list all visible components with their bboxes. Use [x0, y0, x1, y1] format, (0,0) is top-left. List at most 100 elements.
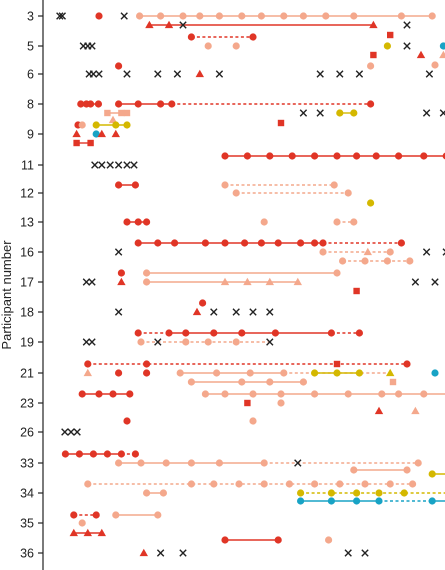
data-point [145, 20, 154, 29]
data-point [389, 378, 397, 386]
y-tick-label: 36 [20, 547, 34, 561]
data-point [173, 70, 182, 78]
data-point [350, 109, 358, 117]
data-point [103, 450, 111, 458]
data-point [344, 390, 352, 398]
data-point [370, 51, 377, 59]
data-point [333, 218, 341, 226]
data-point [411, 278, 420, 286]
data-point [221, 152, 229, 160]
data-point [442, 152, 445, 160]
data-point [115, 369, 123, 377]
y-tick-label: 26 [20, 426, 34, 440]
data-point [367, 62, 375, 70]
data-point [215, 12, 223, 20]
data-point [165, 329, 173, 337]
data-point [61, 450, 69, 458]
data-point [238, 329, 246, 337]
data-point [171, 239, 179, 247]
data-point [439, 42, 445, 50]
data-point [319, 239, 327, 247]
data-point [89, 450, 97, 458]
data-point [215, 459, 223, 467]
data-point [92, 511, 100, 519]
data-point [115, 181, 123, 189]
data-point [118, 109, 125, 117]
data-point [221, 390, 229, 398]
data-point [285, 480, 293, 488]
data-point [299, 12, 307, 20]
data-point [414, 459, 422, 467]
data-point [406, 257, 414, 265]
data-point [143, 269, 151, 277]
data-point [428, 497, 436, 505]
data-point [383, 257, 391, 265]
data-point [344, 189, 352, 197]
data-point [280, 12, 288, 20]
data-point [422, 109, 431, 117]
data-point [154, 511, 162, 519]
data-point [82, 338, 91, 346]
data-point [131, 450, 139, 458]
data-point [361, 257, 369, 265]
data-point [192, 307, 202, 316]
data-point [232, 42, 240, 50]
data-point [117, 269, 125, 277]
data-point [123, 218, 131, 226]
data-point [120, 12, 128, 20]
data-point [204, 338, 212, 346]
data-point [439, 50, 445, 59]
data-point [143, 369, 151, 377]
data-point [333, 269, 341, 277]
data-point [439, 109, 445, 117]
y-tick-label: 19 [20, 336, 34, 350]
data-point [249, 417, 257, 425]
data-point [179, 21, 187, 29]
data-point [336, 70, 344, 78]
data-point [299, 378, 307, 386]
data-point [70, 511, 78, 519]
data-point [293, 277, 302, 286]
data-point [322, 12, 330, 20]
data-point [179, 549, 187, 557]
data-point [257, 239, 265, 247]
y-tick-label: 23 [20, 397, 34, 411]
data-point [238, 378, 246, 386]
data-point [397, 12, 405, 20]
data-point [82, 278, 91, 286]
data-point [84, 480, 92, 488]
data-point [210, 480, 218, 488]
data-point [204, 42, 212, 50]
data-point [111, 129, 120, 138]
y-tick-label: 21 [20, 367, 34, 381]
data-point [266, 308, 274, 316]
data-point [400, 489, 408, 497]
data-point [361, 480, 369, 488]
data-point [316, 70, 324, 78]
data-point [143, 489, 151, 497]
data-point [67, 428, 75, 436]
data-point [249, 308, 257, 316]
data-point [353, 287, 360, 295]
data-point [355, 369, 363, 377]
data-point [243, 152, 251, 160]
data-point [130, 161, 138, 169]
data-point [422, 248, 431, 256]
data-point [134, 239, 142, 247]
data-point [187, 480, 195, 488]
data-point [215, 70, 224, 78]
data-point [403, 466, 411, 474]
data-point [176, 369, 184, 377]
data-point [297, 497, 305, 505]
data-point [327, 329, 335, 337]
data-point [123, 161, 131, 169]
data-point [378, 390, 386, 398]
data-point [325, 536, 333, 544]
data-point [95, 390, 103, 398]
data-point [333, 369, 341, 377]
data-point [164, 20, 174, 29]
data-point [244, 399, 251, 407]
data-point [157, 12, 165, 20]
data-point [73, 428, 81, 436]
